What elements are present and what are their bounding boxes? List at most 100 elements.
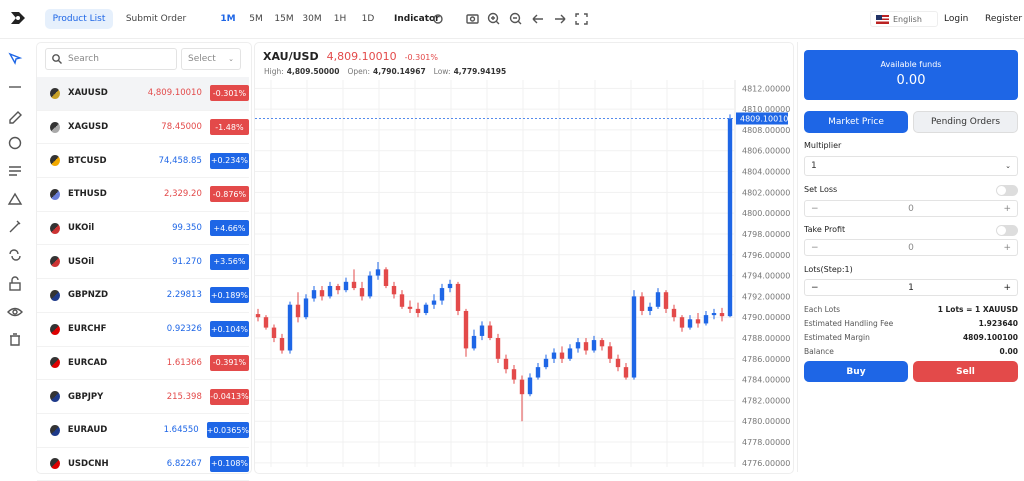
info-value: 4809.100100	[962, 333, 1018, 342]
y-tick-label: 4806.00000	[742, 147, 790, 156]
y-tick-label: 4788.00000	[742, 334, 790, 343]
product-icon	[50, 458, 61, 470]
product-price: 78.45000	[161, 122, 202, 133]
low: 4,779.94195	[453, 67, 507, 76]
candle-body	[399, 294, 405, 307]
pending-orders-tab[interactable]: Pending Orders	[913, 111, 1018, 133]
candle-body	[567, 348, 573, 359]
take-profit-input[interactable]: −0 +	[804, 239, 1018, 256]
register[interactable]: Register	[985, 14, 1023, 24]
page: Product List Submit Order 1M 5M 15M 30M 1H 1D…	[0, 0, 1024, 467]
info-row: Balance 0.00	[804, 347, 1018, 361]
candle-body	[407, 306, 413, 309]
product-row[interactable]: BTCUSD 74,458.85 +0.234%	[37, 144, 250, 179]
product-row[interactable]: EURCAD 1.61366 -0.391%	[37, 347, 250, 381]
timeframe[interactable]: 1M	[220, 14, 236, 24]
order-info: Each Lots 1 Lots = 1 XAUUSD Estimated Hand…	[804, 305, 1018, 361]
product-change: +0.189%	[209, 287, 250, 304]
product-row[interactable]: XAUUSD 4,809.10010 -0.301%	[37, 77, 250, 111]
y-tick-label: 4810.00000	[742, 105, 790, 114]
y-tick-label: 4780.00000	[742, 417, 790, 426]
candle-body	[663, 292, 669, 309]
product-symbol: GBPJPY	[68, 391, 104, 402]
product-icon	[50, 155, 61, 167]
candle-body	[279, 338, 285, 351]
set-loss-toggle[interactable]	[996, 185, 1018, 196]
product-icon	[50, 391, 61, 403]
info-value: 1.923640	[978, 319, 1018, 328]
candle-body	[495, 338, 501, 359]
y-tick-label: 4812.00000	[742, 84, 790, 93]
y-tick-label: 4792.00000	[742, 292, 790, 301]
lots-input[interactable]: −1 +	[804, 279, 1018, 296]
candle-body	[519, 379, 525, 395]
candle-body	[727, 118, 733, 317]
candle-body	[303, 298, 309, 318]
tab-submit-order[interactable]: Submit Order	[125, 14, 187, 24]
take-profit-toggle[interactable]	[996, 225, 1018, 236]
y-tick-label: 4804.00000	[742, 168, 790, 177]
candle-body	[431, 300, 437, 305]
candle-body	[687, 319, 693, 328]
product-icon	[50, 87, 61, 99]
product-icon	[50, 121, 61, 133]
product-price: 1.61366	[166, 357, 202, 368]
take-profit-label: Take Profit	[804, 225, 846, 234]
product-row[interactable]: USOil 91.270 +3.56%	[37, 245, 250, 280]
sell-button[interactable]: Sell	[913, 361, 1018, 382]
price-tag: 4809.10010	[740, 114, 788, 123]
info-label: Estimated Handling Fee	[804, 319, 894, 328]
y-tick-label: 4778.00000	[742, 438, 790, 447]
funds: 0.00	[896, 73, 926, 88]
product-change: -0.0413%	[209, 388, 250, 405]
y-tick-label: 4782.00000	[742, 396, 790, 405]
product-icon	[50, 256, 61, 268]
candle-body	[703, 315, 709, 324]
multiplier-select[interactable]: 1 ⌄	[804, 156, 1018, 176]
candle-body	[615, 358, 621, 368]
product-price: 99.350	[172, 223, 202, 234]
language-select[interactable]: English	[870, 11, 938, 27]
price-tag-bg	[736, 112, 788, 125]
candle-body	[255, 314, 261, 318]
flag	[876, 14, 889, 24]
product-symbol: EURCHF	[68, 324, 107, 335]
candle-body	[527, 377, 533, 395]
product-row[interactable]: GBPNZD 2.29813 +0.189%	[37, 279, 250, 313]
product-row[interactable]: ETHUSD 2,329.20 -0.876%	[37, 178, 250, 212]
candle-body	[599, 340, 605, 347]
y-tick-label: 4798.00000	[742, 230, 790, 239]
timeframe[interactable]: 15M	[274, 14, 294, 24]
product-symbol: USOil	[68, 256, 95, 267]
candle-body	[359, 288, 365, 297]
select[interactable]: Select ⌄	[181, 48, 241, 70]
tab-product-list[interactable]: Product List	[45, 9, 113, 29]
login[interactable]: Login	[944, 14, 969, 24]
product-row[interactable]: GBPJPY 215.398 -0.0413%	[37, 380, 250, 414]
product-row[interactable]: EURCHF 0.92326 +0.104%	[37, 313, 250, 347]
product-row[interactable]: UKOil 99.350 +4.66%	[37, 212, 250, 246]
search-placeholder: Search	[68, 54, 99, 64]
product-icon	[50, 289, 61, 301]
product-icon	[50, 222, 61, 234]
low-label: Low:	[433, 67, 451, 76]
product-row[interactable]: EURAUD 1.64550 +0.0365%	[37, 414, 250, 448]
product-price: 4,809.10010	[147, 88, 202, 99]
timeframe[interactable]: 5M	[249, 14, 263, 24]
candle-body	[511, 369, 517, 380]
set-loss-input[interactable]: −0 +	[804, 200, 1018, 217]
chart-header: XAU/USD 4,809.10010 -0.301%	[263, 50, 438, 63]
timeframe[interactable]: 1D	[361, 14, 375, 24]
product-row[interactable]: XAGUSD 78.45000 -1.48%	[37, 111, 250, 145]
timeframe[interactable]: 30M	[302, 14, 322, 24]
search-input[interactable]: Search	[45, 48, 177, 70]
product-price: 6.82267	[166, 458, 202, 469]
indicator[interactable]: Indicator	[394, 14, 440, 24]
candle-body	[271, 327, 277, 338]
buy-button[interactable]: Buy	[804, 361, 908, 382]
multiplier: 1	[811, 161, 817, 171]
candle-body	[719, 313, 725, 317]
market-price-tab[interactable]: Market Price	[804, 111, 908, 133]
top-bar	[0, 0, 1024, 39]
timeframe[interactable]: 1H	[333, 14, 347, 24]
